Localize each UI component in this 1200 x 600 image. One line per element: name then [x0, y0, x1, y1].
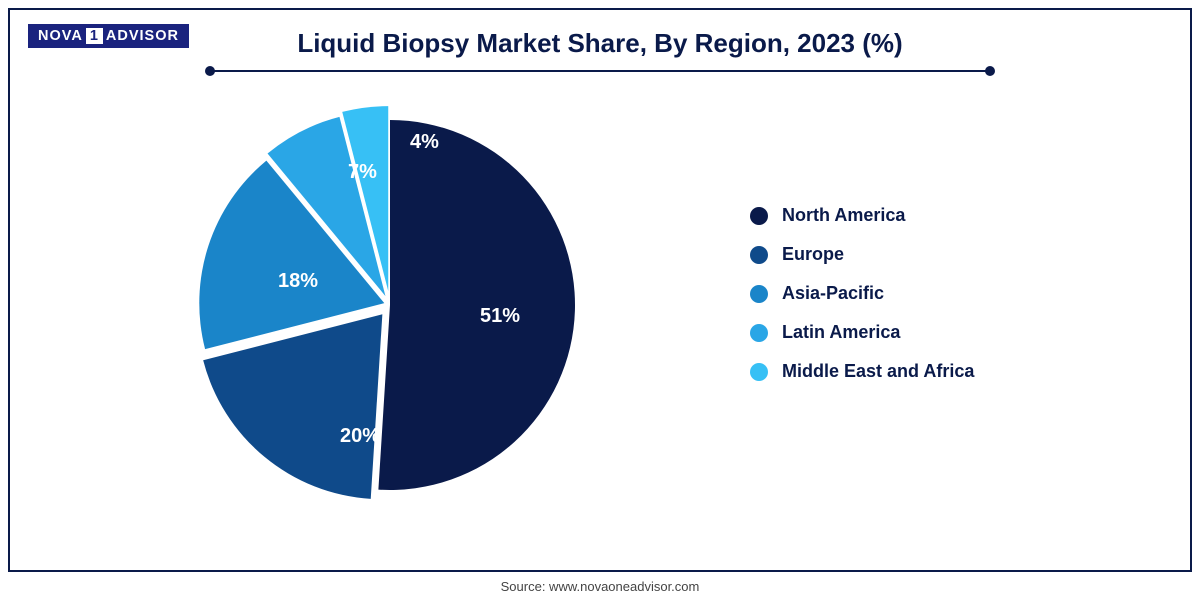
legend-label: North America [782, 205, 905, 226]
pie-slice-label: 20% [340, 425, 380, 448]
legend-swatch [750, 363, 768, 381]
legend-item: Asia-Pacific [750, 283, 974, 304]
logo-text-left: NOVA [38, 28, 83, 44]
logo-box: 1 [86, 28, 103, 44]
pie-slice-label: 18% [278, 270, 318, 293]
logo-text-right: ADVISOR [106, 28, 179, 44]
pie-slice [378, 120, 575, 490]
legend-swatch [750, 207, 768, 225]
legend-label: Latin America [782, 322, 900, 343]
legend-item: Middle East and Africa [750, 361, 974, 382]
legend-item: Latin America [750, 322, 974, 343]
legend-label: Asia-Pacific [782, 283, 884, 304]
legend-item: Europe [750, 244, 974, 265]
pie-svg [180, 95, 600, 515]
legend-label: Middle East and Africa [782, 361, 974, 382]
title-divider [210, 70, 990, 72]
source-text: Source: www.novaoneadvisor.com [0, 579, 1200, 594]
legend-swatch [750, 246, 768, 264]
legend-swatch [750, 324, 768, 342]
brand-logo: NOVA 1 ADVISOR [28, 24, 189, 48]
pie-slice-label: 7% [348, 161, 377, 184]
legend-item: North America [750, 205, 974, 226]
legend: North America Europe Asia-Pacific Latin Ame… [750, 205, 974, 382]
pie-slice-label: 4% [410, 131, 439, 154]
chart-area: 51% 20% 18% 7% 4% North America Europe Asia-Pa… [10, 85, 1190, 570]
legend-swatch [750, 285, 768, 303]
chart-frame: NOVA 1 ADVISOR Liquid Biopsy Market Shar… [8, 8, 1192, 572]
legend-label: Europe [782, 244, 844, 265]
pie-chart: 51% 20% 18% 7% 4% [180, 95, 600, 515]
pie-slice-label: 51% [480, 305, 520, 328]
